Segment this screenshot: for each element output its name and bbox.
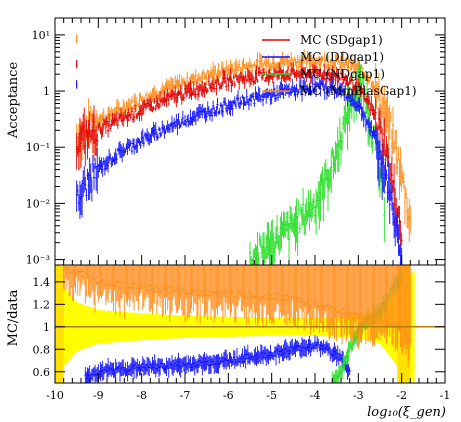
x-tick-label: -4 (310, 389, 321, 402)
edge-band-left (55, 265, 64, 383)
x-tick-label: -9 (93, 389, 104, 402)
x-tick-label: -8 (136, 389, 147, 402)
ratio-y-tick-label: 1 (43, 321, 50, 334)
x-tick-label: -5 (266, 389, 277, 402)
legend-label: MC (SDgap1) (300, 33, 383, 47)
upper-plot-panel: 10⁻³ 10⁻² 10⁻¹ 1 10¹ (26, 17, 446, 267)
x-tick-label: -6 (223, 389, 234, 402)
y-tick-label: 10⁻³ (26, 254, 50, 267)
legend-label: MC (DDgap1) (300, 50, 384, 64)
ratio-y-tick-label: 1.2 (33, 298, 51, 311)
upper-y-axis-label: Acceptance (6, 62, 21, 140)
y-tick-label: 1 (43, 85, 50, 98)
x-tick-label: -1 (440, 389, 451, 402)
ratio-series-mc-minbiasgap1- (62, 265, 412, 367)
x-tick-label: -3 (353, 389, 364, 402)
lower-frame (54, 264, 446, 384)
legend-label: MC (MinBiasGap1) (300, 84, 417, 98)
y-tick-label: 10⁻² (26, 197, 50, 210)
ratio-y-tick-label: 1.4 (33, 276, 51, 289)
series-mc-sdgap1- (75, 60, 403, 246)
y-tick-label: 10⁻¹ (26, 141, 50, 154)
ratio-series-mc-ddgap1- (84, 335, 351, 383)
upper-data-group (75, 49, 412, 265)
lower-ratio-panel: 0.6 0.8 1 1.2 1.4 -10 -9 -8 -7 -6 -5 -4 -3 -2 -1 (33, 264, 451, 402)
ratio-y-tick-label: 0.8 (33, 343, 51, 356)
y-tick-label: 10¹ (32, 29, 50, 42)
series-mc-ndgap1- (249, 61, 386, 265)
series-mc-ddgap1- (75, 74, 403, 265)
legend: MC (SDgap1) MC (DDgap1) MC (NDgap1) MC (Min… (262, 33, 417, 98)
ratio-y-tick-label: 0.6 (33, 366, 51, 379)
lower-data-group (55, 265, 445, 383)
legend-label: MC (NDgap1) (300, 67, 385, 81)
x-axis-label: log₁₀(ξ_gen) (367, 405, 446, 420)
lower-y-axis-label: MC/data (6, 289, 21, 346)
x-tick-label: -10 (46, 389, 64, 402)
x-tick-label: -7 (180, 389, 191, 402)
x-tick-label: -2 (396, 389, 407, 402)
